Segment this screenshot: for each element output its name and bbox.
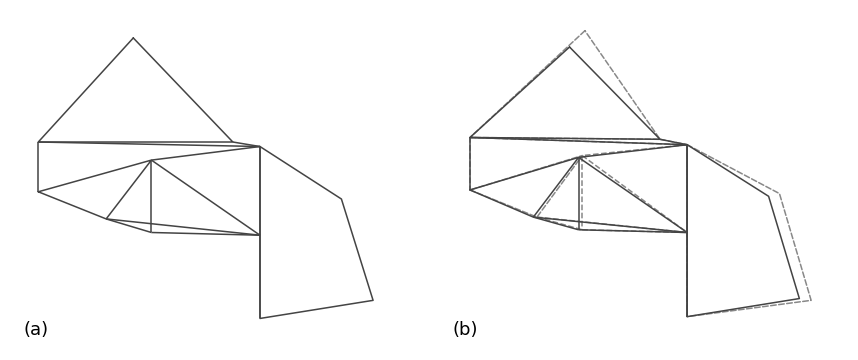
Text: (a): (a) xyxy=(23,321,49,339)
Text: (b): (b) xyxy=(452,321,478,339)
